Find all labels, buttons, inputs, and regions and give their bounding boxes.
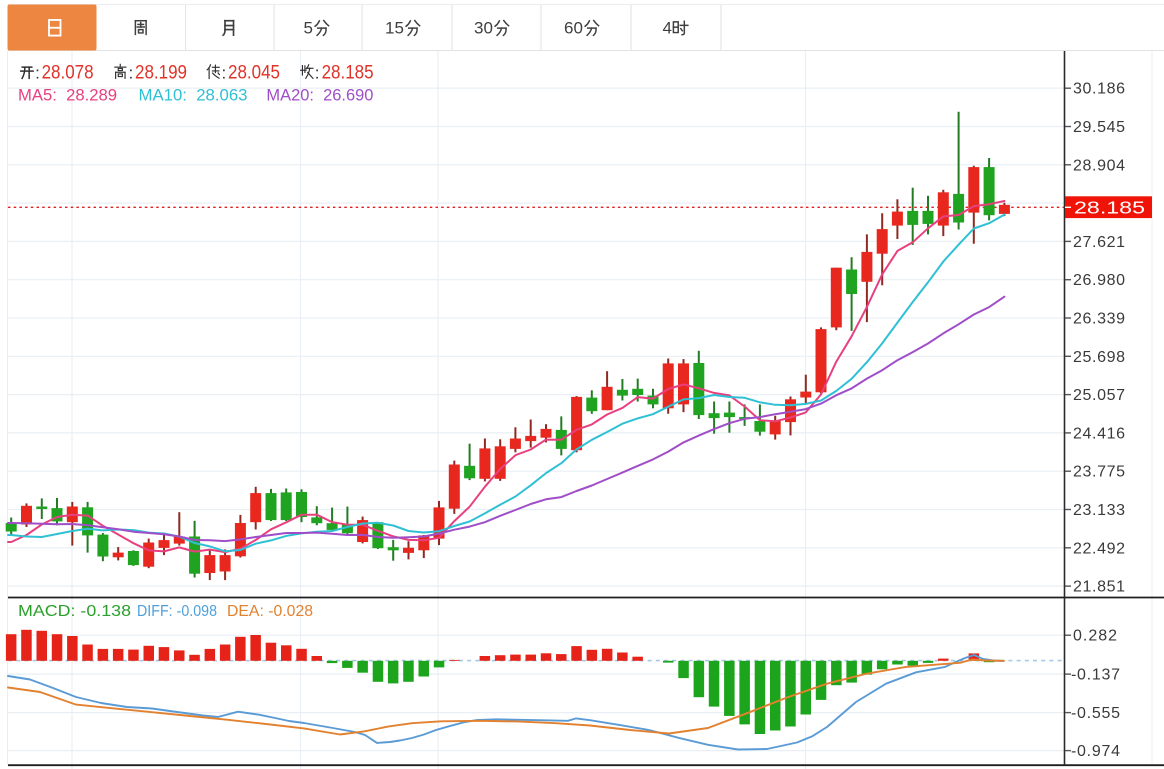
svg-text:MA20: 26.690: MA20: 26.690	[266, 87, 373, 105]
svg-text:15: 15	[385, 19, 404, 38]
svg-text:29.545: 29.545	[1073, 119, 1125, 136]
svg-text:30.186: 30.186	[1073, 81, 1125, 98]
svg-text:28.185: 28.185	[322, 63, 374, 84]
svg-text:27.621: 27.621	[1073, 234, 1125, 251]
svg-text:28.185: 28.185	[1074, 198, 1145, 218]
svg-text:22.492: 22.492	[1073, 540, 1125, 557]
svg-text::: :	[35, 64, 40, 83]
svg-text:26.980: 26.980	[1073, 272, 1125, 289]
svg-text:28.045: 28.045	[228, 63, 280, 84]
svg-text:0.282: 0.282	[1073, 628, 1117, 645]
svg-text:60: 60	[564, 19, 583, 38]
svg-text:25.057: 25.057	[1073, 387, 1125, 404]
svg-text:28.199: 28.199	[135, 63, 187, 84]
svg-text::: :	[222, 64, 227, 83]
svg-text::: :	[315, 64, 320, 83]
svg-text:23.133: 23.133	[1073, 502, 1125, 519]
svg-text:DEA: -0.028: DEA: -0.028	[227, 603, 313, 620]
svg-text:MA10: 28.063: MA10: 28.063	[139, 87, 248, 105]
svg-text:28.078: 28.078	[42, 63, 94, 84]
svg-text:-0.137: -0.137	[1071, 667, 1120, 684]
svg-text:DIFF: -0.098: DIFF: -0.098	[137, 603, 217, 620]
svg-text:26.339: 26.339	[1073, 311, 1125, 328]
svg-text:-0.555: -0.555	[1071, 705, 1120, 722]
svg-text:23.775: 23.775	[1073, 464, 1125, 481]
svg-text:30: 30	[474, 19, 493, 38]
svg-text:28.904: 28.904	[1073, 157, 1125, 174]
svg-text:MA5: 28.289: MA5: 28.289	[18, 87, 117, 105]
svg-text:5: 5	[304, 19, 313, 38]
svg-text:21.851: 21.851	[1073, 579, 1125, 596]
svg-text:MACD: -0.138: MACD: -0.138	[18, 603, 131, 620]
svg-text::: :	[129, 64, 134, 83]
svg-text:25.698: 25.698	[1073, 349, 1125, 366]
svg-text:4: 4	[663, 19, 672, 38]
svg-text:24.416: 24.416	[1073, 425, 1125, 442]
svg-text:-0.974: -0.974	[1071, 743, 1120, 760]
